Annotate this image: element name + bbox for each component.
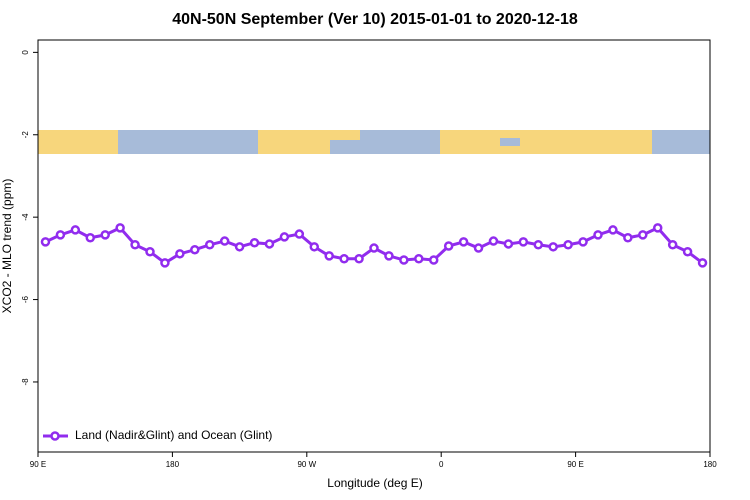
data-point xyxy=(428,255,439,265)
map-strip xyxy=(38,130,710,154)
x-tick-label: 180 xyxy=(703,460,717,469)
data-point xyxy=(682,247,693,257)
data-point xyxy=(548,242,558,252)
data-point xyxy=(115,223,125,233)
data-point xyxy=(578,237,588,247)
data-point xyxy=(294,229,305,239)
data-point xyxy=(608,225,618,235)
data-point xyxy=(354,254,364,264)
data-point xyxy=(130,240,140,250)
data-point xyxy=(190,244,200,255)
data-point xyxy=(518,237,529,247)
data-point xyxy=(249,237,260,248)
data-point xyxy=(219,236,230,246)
x-tick-label: 90 E xyxy=(30,460,46,469)
data-point xyxy=(384,251,394,261)
data-point xyxy=(55,230,66,240)
data-point xyxy=(160,258,170,268)
data-point xyxy=(533,240,544,250)
data-point xyxy=(473,243,484,253)
data-point xyxy=(488,236,499,246)
data-point xyxy=(458,237,469,247)
data-point xyxy=(85,233,96,243)
data-point xyxy=(638,230,648,240)
legend-label: Land (Nadir&Glint) and Ocean (Glint) xyxy=(75,428,272,442)
x-tick-label: 0 xyxy=(439,460,444,469)
plot-frame xyxy=(37,39,711,453)
data-point xyxy=(70,225,81,235)
data-point xyxy=(40,237,51,247)
data-point xyxy=(309,242,320,252)
y-tick-label: 0 xyxy=(21,50,30,55)
data-point xyxy=(234,242,245,252)
data-point xyxy=(503,239,514,249)
data-point xyxy=(697,258,708,268)
data-point xyxy=(593,230,603,240)
y-axis-label: XCO2 - MLO trend (ppm) xyxy=(0,179,14,314)
chart-title: 40N-50N September (Ver 10) 2015-01-01 to… xyxy=(172,11,578,28)
data-point xyxy=(369,243,379,253)
data-point xyxy=(264,239,275,249)
data-point xyxy=(563,240,573,250)
data-point xyxy=(145,247,155,257)
x-tick-label: 180 xyxy=(166,460,180,469)
y-tick-label: -8 xyxy=(21,378,30,386)
y-tick-label: -6 xyxy=(21,295,30,303)
x-tick-label: 90 E xyxy=(567,460,583,469)
data-point xyxy=(652,223,663,233)
data-point xyxy=(324,251,334,261)
y-tick-label: -4 xyxy=(21,213,30,221)
data-point xyxy=(623,233,633,243)
data-point xyxy=(100,230,110,240)
legend-marker xyxy=(50,431,60,441)
data-point xyxy=(414,254,424,264)
y-tick-label: -2 xyxy=(21,131,30,139)
data-point xyxy=(175,249,185,259)
data-point xyxy=(443,241,454,251)
data-point xyxy=(399,255,409,265)
data-point xyxy=(279,232,290,242)
data-point xyxy=(204,240,215,250)
data-point xyxy=(339,254,349,264)
data-point xyxy=(667,240,678,250)
x-axis-label: Longitude (deg E) xyxy=(327,476,422,490)
x-tick-label: 90 W xyxy=(297,460,316,469)
